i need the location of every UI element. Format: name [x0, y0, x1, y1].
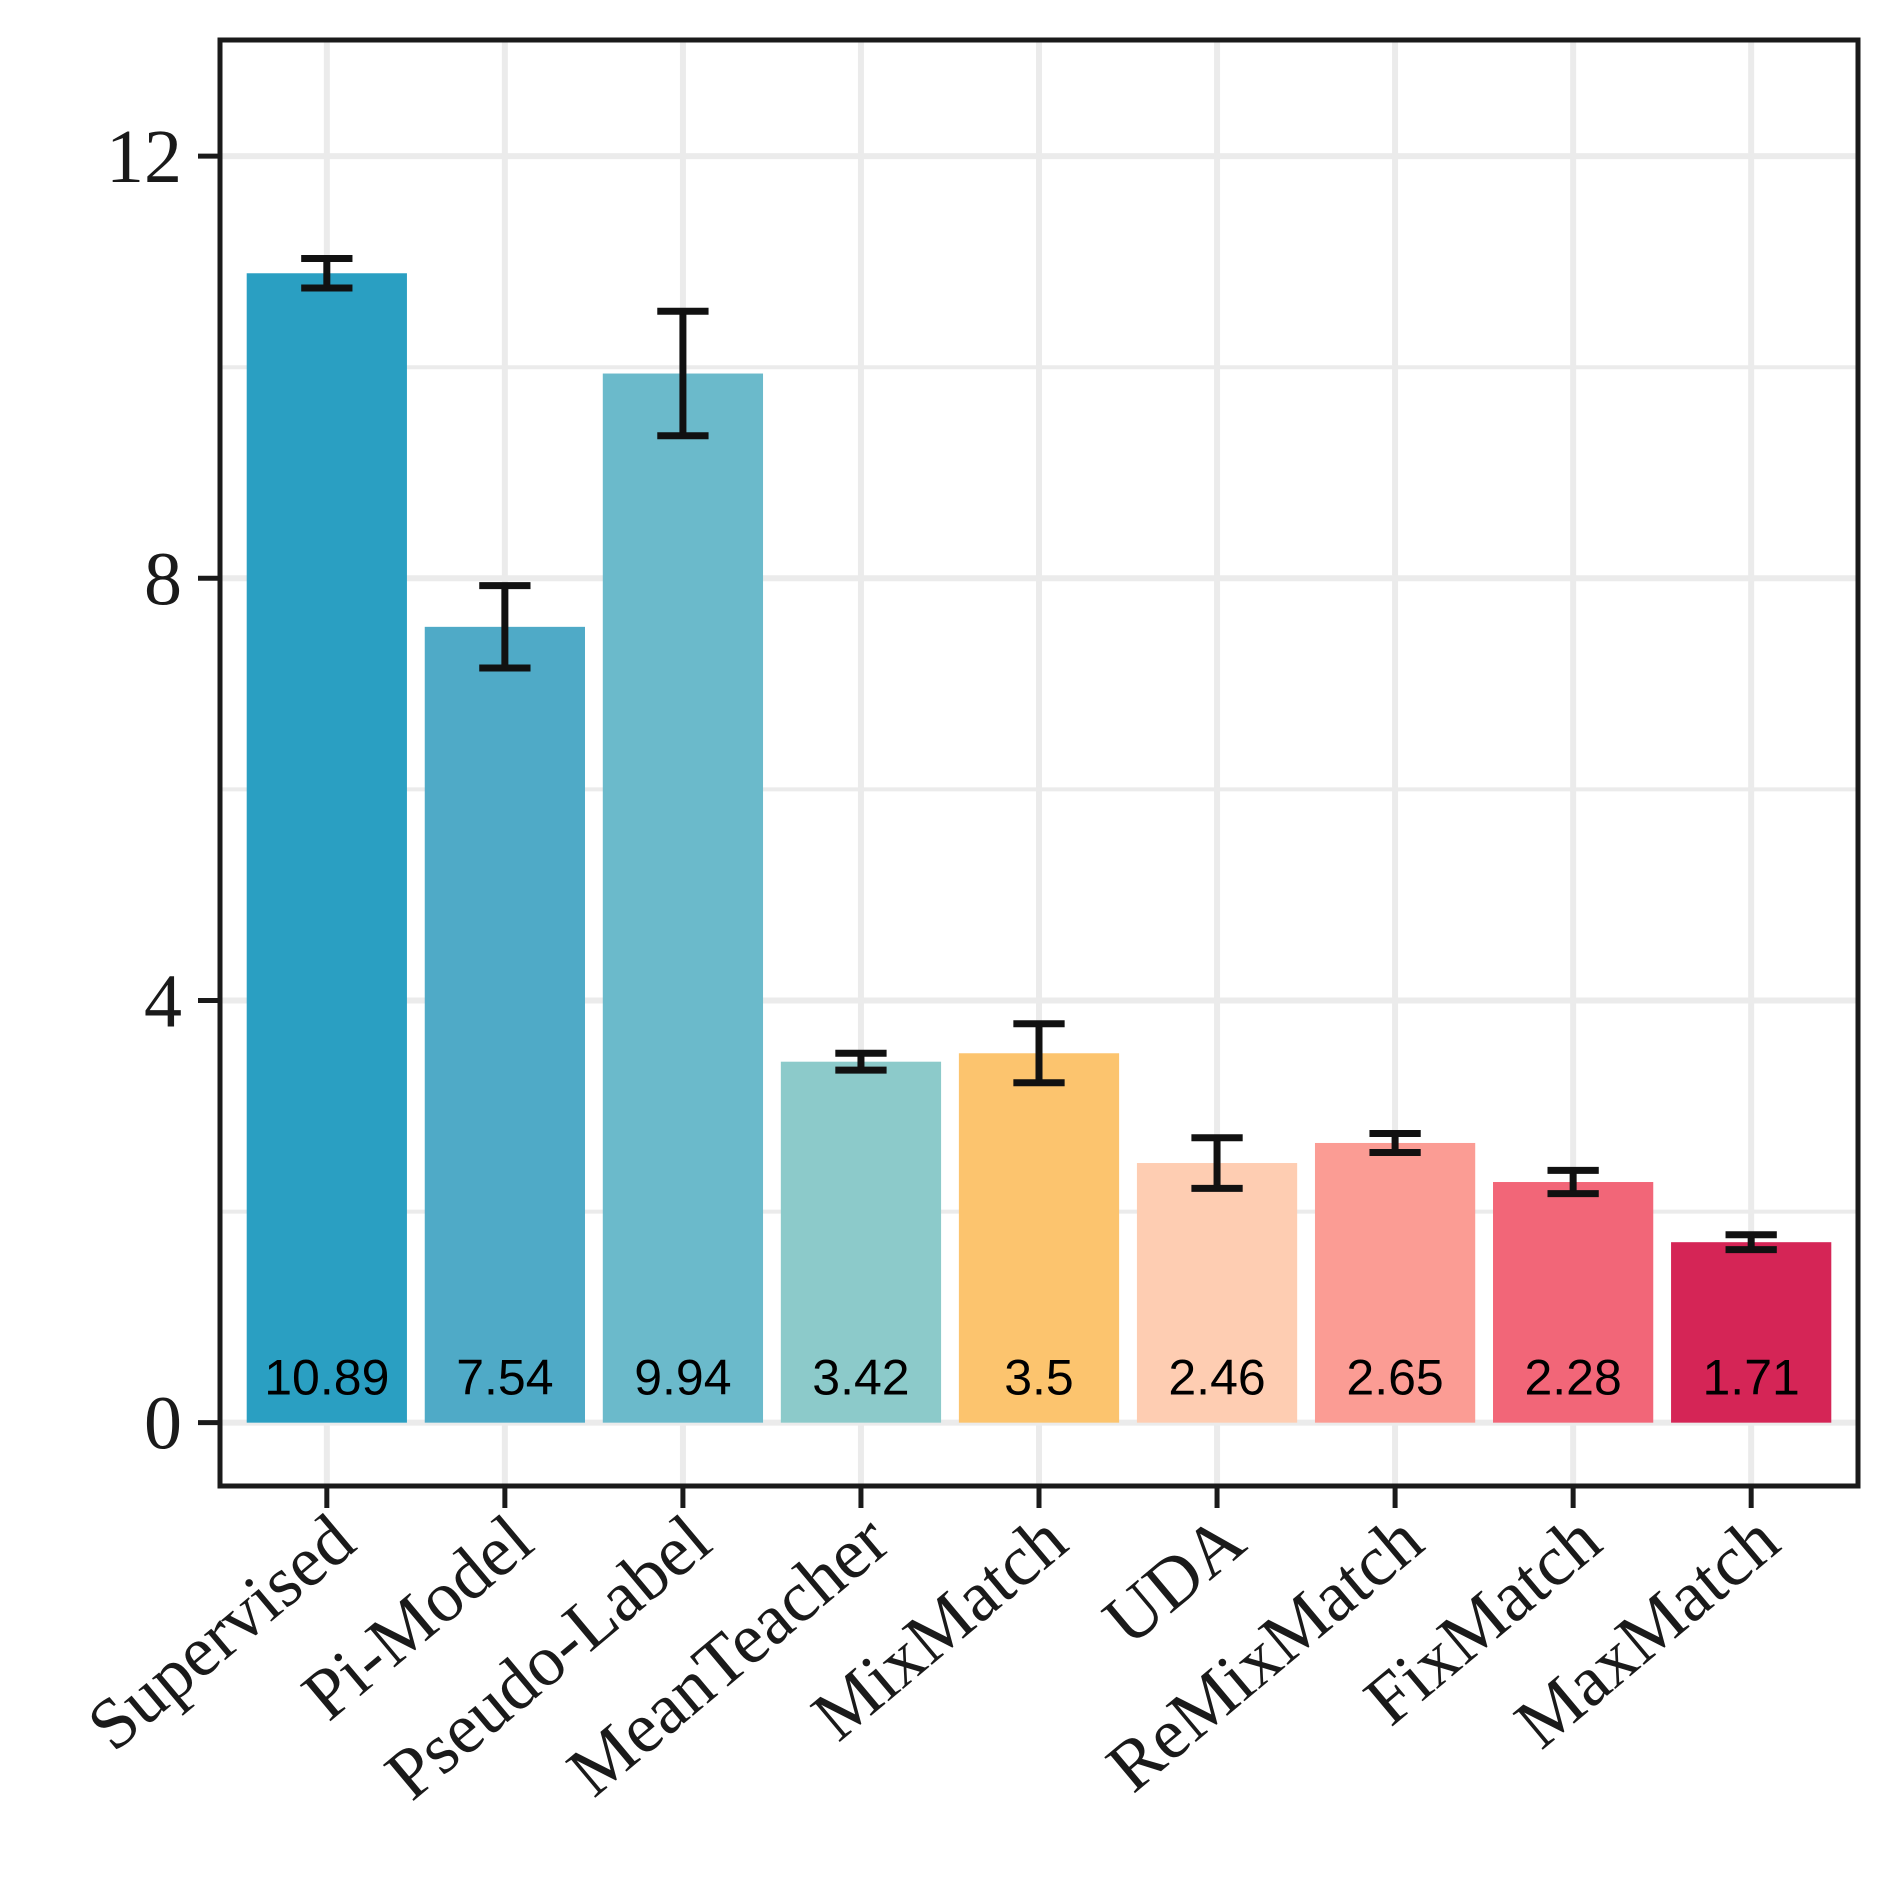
data-label-fixmatch: 2.28 [1524, 1350, 1621, 1406]
bar-supervised [246, 273, 407, 1423]
error-bar-pi-model [479, 582, 531, 672]
data-label-supervised: 10.89 [264, 1350, 389, 1406]
bar-maxmatch [1671, 1242, 1832, 1423]
x-axis: SupervisedPi-ModelPseudo-LabelMeanTeache… [73, 1486, 1793, 1815]
data-label-pi-model: 7.54 [456, 1350, 553, 1406]
data-label-pseudo-label: 9.94 [634, 1350, 731, 1406]
data-labels: 10.89 7.54 9.94 3.42 3.5 2.46 2.65 2.28 1.71 [264, 1350, 1800, 1406]
data-label-remixmatch: 2.65 [1346, 1350, 1443, 1406]
error-bar-supervised [301, 254, 353, 292]
error-bar-maxmatch [1725, 1231, 1777, 1254]
y-axis: 0 4 8 12 [106, 115, 220, 1466]
bars [246, 273, 1832, 1423]
y-tick-label: 8 [144, 537, 182, 621]
error-bar-meanteacher [835, 1049, 887, 1074]
data-label-maxmatch: 1.71 [1703, 1350, 1800, 1406]
error-bars [301, 254, 1777, 1254]
error-bar-pseudo-label [657, 307, 709, 440]
error-bar-mixmatch [1013, 1020, 1065, 1087]
data-label-mixmatch: 3.5 [1004, 1350, 1074, 1406]
bar-mixmatch [958, 1053, 1120, 1423]
error-bar-uda [1191, 1134, 1243, 1192]
bar-fixmatch [1493, 1182, 1654, 1423]
error-bar-remixmatch [1369, 1129, 1421, 1156]
bar-uda [1136, 1163, 1298, 1423]
data-label-meanteacher: 3.42 [812, 1350, 909, 1406]
y-tick-label: 4 [144, 959, 182, 1043]
bar-remixmatch [1314, 1142, 1476, 1423]
x-tick-label-supervised: Supervised [73, 1499, 370, 1766]
y-tick-label: 0 [144, 1382, 182, 1466]
error-bar-fixmatch [1547, 1166, 1599, 1198]
bar-pi-model [424, 626, 585, 1423]
y-tick-label: 12 [106, 115, 182, 199]
bar-pseudo-label [602, 373, 764, 1423]
data-label-uda: 2.46 [1168, 1350, 1265, 1406]
bar-meanteacher [780, 1061, 942, 1423]
